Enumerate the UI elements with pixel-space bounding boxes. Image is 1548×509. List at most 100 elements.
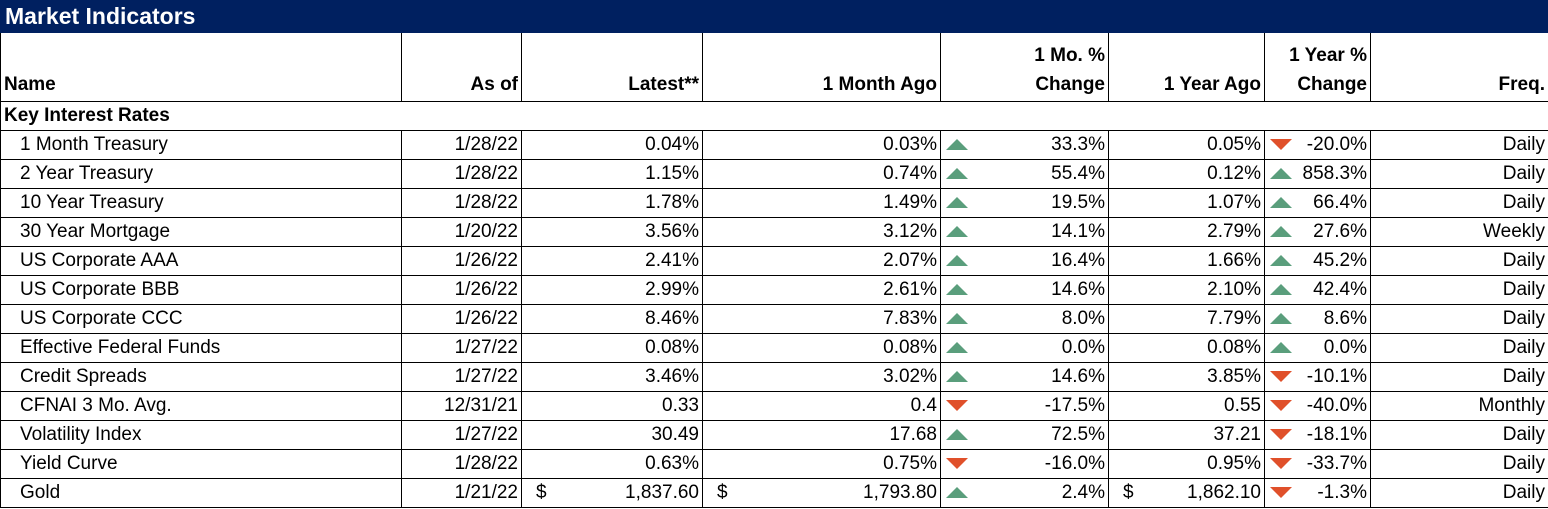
triangle-up-icon [946, 168, 968, 179]
month-ago-cell: 7.83% [702, 304, 941, 334]
freq-cell: Weekly [1370, 217, 1548, 247]
indicator-name: Yield Curve [0, 449, 402, 479]
freq-cell: Daily [1370, 159, 1548, 189]
col-header-mo-change-line1: 1 Mo. % [1034, 44, 1105, 66]
freq-cell: Daily [1370, 304, 1548, 334]
triangle-up-icon [1270, 255, 1292, 266]
year-ago-cell: 0.55 [1108, 391, 1265, 421]
latest-cell: 3.56% [521, 217, 703, 247]
freq-cell: Daily [1370, 130, 1548, 160]
yr-change-value: 27.6% [1313, 220, 1367, 242]
year-ago-cell: 3.85% [1108, 362, 1265, 392]
yr-change-cell: 45.2% [1264, 246, 1371, 276]
triangle-up-icon [946, 342, 968, 353]
month-ago-cell: 2.61% [702, 275, 941, 305]
col-header-freq: Freq. [1370, 33, 1548, 102]
yr-change-value: 8.6% [1323, 307, 1367, 329]
as-of-cell: 1/28/22 [401, 449, 522, 479]
yr-change-value: -18.1% [1306, 423, 1367, 445]
yr-change-value: 858.3% [1302, 162, 1367, 184]
indicator-name: 10 Year Treasury [0, 188, 402, 218]
latest-cell: 0.33 [521, 391, 703, 421]
triangle-up-icon [946, 284, 968, 295]
triangle-up-icon [1270, 342, 1292, 353]
month-ago-cell: 1.49% [702, 188, 941, 218]
yr-change-cell: 42.4% [1264, 275, 1371, 305]
indicator-name: US Corporate CCC [0, 304, 402, 334]
triangle-up-icon [946, 487, 968, 498]
mo-change-cell: 16.4% [940, 246, 1109, 276]
indicator-name: Credit Spreads [0, 362, 402, 392]
section-row: Key Interest Rates [0, 101, 1548, 131]
year-ago-cell: 2.79% [1108, 217, 1265, 247]
month-ago-value: 1,793.80 [863, 481, 937, 503]
as-of-cell: 1/27/22 [401, 420, 522, 450]
mo-change-cell: 14.1% [940, 217, 1109, 247]
yr-change-value: -33.7% [1306, 452, 1367, 474]
yr-change-value: 42.4% [1313, 278, 1367, 300]
table-row: 2 Year Treasury 1/28/22 1.15% 0.74% 55.4% 0.1… [0, 159, 1548, 189]
freq-cell: Daily [1370, 188, 1548, 218]
mo-change-value: 0.0% [1061, 336, 1105, 358]
table-row: 1 Month Treasury 1/28/22 0.04% 0.03% 33.3% 0.… [0, 130, 1548, 160]
yr-change-cell: -20.0% [1264, 130, 1371, 160]
triangle-up-icon [1270, 313, 1292, 324]
year-ago-cell: 0.95% [1108, 449, 1265, 479]
month-ago-cell: 0.75% [702, 449, 941, 479]
col-header-mo-change: 1 Mo. % Change [940, 33, 1109, 102]
indicator-name: 1 Month Treasury [0, 130, 402, 160]
month-ago-cell: 0.03% [702, 130, 941, 160]
as-of-cell: 1/26/22 [401, 246, 522, 276]
col-header-mo-change-line2: Change [1035, 73, 1105, 95]
latest-cell: 30.49 [521, 420, 703, 450]
as-of-cell: 1/26/22 [401, 275, 522, 305]
triangle-up-icon [946, 313, 968, 324]
triangle-down-icon [946, 458, 968, 469]
table-row: 10 Year Treasury 1/28/22 1.78% 1.49% 19.5% 1.… [0, 188, 1548, 218]
yr-change-cell: -10.1% [1264, 362, 1371, 392]
mo-change-cell: 19.5% [940, 188, 1109, 218]
table-row: Effective Federal Funds 1/27/22 0.08% 0.08%… [0, 333, 1548, 363]
mo-change-value: 72.5% [1051, 423, 1105, 445]
latest-cell: 2.41% [521, 246, 703, 276]
mo-change-cell: -17.5% [940, 391, 1109, 421]
triangle-up-icon [946, 139, 968, 150]
year-ago-cell: $1,862.10 [1108, 478, 1265, 508]
col-header-yr-change-line1: 1 Year % [1289, 44, 1367, 66]
mo-change-value: 19.5% [1051, 191, 1105, 213]
yr-change-value: -20.0% [1306, 133, 1367, 155]
mo-change-cell: 2.4% [940, 478, 1109, 508]
indicator-name: 2 Year Treasury [0, 159, 402, 189]
yr-change-cell: 8.6% [1264, 304, 1371, 334]
year-ago-cell: 7.79% [1108, 304, 1265, 334]
indicator-name: US Corporate AAA [0, 246, 402, 276]
mo-change-value: -16.0% [1044, 452, 1105, 474]
triangle-down-icon [1270, 371, 1292, 382]
year-ago-cell: 2.10% [1108, 275, 1265, 305]
latest-cell: 0.08% [521, 333, 703, 363]
month-ago-cell: 0.74% [702, 159, 941, 189]
mo-change-cell: 72.5% [940, 420, 1109, 450]
mo-change-value: 55.4% [1051, 162, 1105, 184]
triangle-down-icon [1270, 139, 1292, 150]
as-of-cell: 1/28/22 [401, 159, 522, 189]
header-row: Name As of Latest** 1 Month Ago 1 Mo. % … [0, 33, 1548, 102]
triangle-down-icon [946, 400, 968, 411]
mo-change-value: 14.1% [1051, 220, 1105, 242]
latest-cell: 3.46% [521, 362, 703, 392]
triangle-down-icon [1270, 487, 1292, 498]
triangle-up-icon [946, 226, 968, 237]
yr-change-cell: -1.3% [1264, 478, 1371, 508]
as-of-cell: 1/26/22 [401, 304, 522, 334]
latest-cell: 1.15% [521, 159, 703, 189]
section-label: Key Interest Rates [0, 101, 1548, 131]
month-ago-cell: 3.02% [702, 362, 941, 392]
col-header-yr-change-line2: Change [1297, 73, 1367, 95]
yr-change-value: 45.2% [1313, 249, 1367, 271]
as-of-cell: 1/20/22 [401, 217, 522, 247]
year-ago-cell: 1.07% [1108, 188, 1265, 218]
mo-change-cell: 14.6% [940, 275, 1109, 305]
triangle-down-icon [1270, 400, 1292, 411]
col-header-latest: Latest** [521, 33, 703, 102]
latest-value: 1,837.60 [625, 481, 699, 503]
